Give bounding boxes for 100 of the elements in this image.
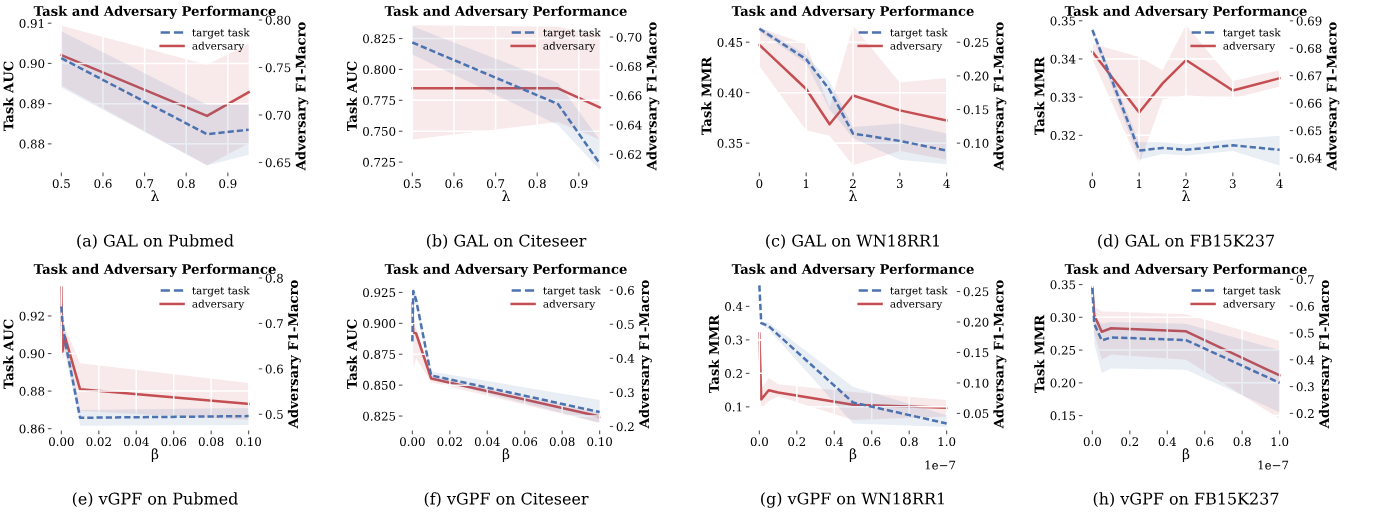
y-tick-label: 0.86 — [19, 424, 45, 434]
y2-tick-label: 0.68 — [616, 62, 642, 71]
y2-axis-title: Adversary F1-Macro — [1326, 22, 1340, 171]
y2-tick-label: 0.10 — [963, 138, 989, 148]
y-tick-label: 0.900 — [363, 319, 396, 329]
y-tick-label: 0.92 — [19, 311, 44, 321]
y2-tick-label: 0.66 — [1296, 98, 1322, 108]
legend-label: target task — [543, 28, 601, 39]
y2-tick-label: 0.6 — [265, 364, 283, 374]
y2-tick-label: 0.3 — [616, 388, 634, 398]
y2-tick-label: 0.15 — [963, 105, 989, 115]
y-axis-title: Task AUC — [346, 319, 357, 390]
x-tick-label: 0.7 — [135, 179, 154, 189]
line-series — [758, 43, 948, 126]
y-axis-title: Task MMR — [1034, 314, 1045, 394]
y2-tick-label: 0.6 — [1296, 301, 1314, 311]
y-tick-label: 0.875 — [363, 349, 396, 359]
text: (b) GAL on Citeseer — [426, 234, 587, 249]
y-tick-label: 0.32 — [1050, 131, 1075, 140]
y-tick-label: 0.825 — [363, 411, 396, 421]
x-tick-label: 0.4 — [825, 437, 844, 447]
y2-tick-label: 0.65 — [1296, 126, 1322, 136]
x-tick-label: 0.02 — [437, 437, 462, 447]
y2-tick-label: 0.3 — [1296, 382, 1314, 392]
y2-tick-label: 0.2 — [616, 422, 634, 432]
y2-axis-title: Adversary F1-Macro — [993, 280, 1007, 429]
legend-label: target task — [1223, 28, 1281, 39]
x-tick-label: 0.00 — [400, 437, 425, 447]
legend-label: target task — [1223, 286, 1281, 297]
x-tick-label: 0.5 — [403, 179, 421, 189]
x-tick-label: 0.8 — [900, 437, 918, 447]
y2-tick-label: 0.7 — [1296, 275, 1314, 284]
legend-label: adversary — [192, 41, 245, 52]
y2-tick-label: 0.15 — [963, 348, 989, 358]
chart-title: Task and Adversary Performance — [731, 5, 974, 19]
x-tick-label: 0.08 — [198, 437, 224, 447]
x-tick-label: 2 — [1183, 179, 1189, 188]
text: (g) vGPF on WN18RR1 — [761, 492, 944, 508]
x-tick-label: 0.06 — [161, 437, 187, 447]
y-axis-title: Task MMR — [708, 314, 719, 394]
x-tick-label: 3 — [1229, 179, 1236, 189]
x-tick-label: 0.02 — [86, 437, 111, 447]
y-tick-label: 0.825 — [363, 34, 396, 44]
y-tick-label: 0.15 — [1050, 411, 1076, 421]
y2-tick-label: 0.68 — [1296, 43, 1322, 53]
y2-tick-label: 0.75 — [265, 63, 291, 73]
x-axis-title: β — [1182, 448, 1190, 462]
legend-label: target task — [543, 286, 601, 297]
y2-tick-label: 0.5 — [616, 320, 634, 329]
y-axis-title: Task MMR — [701, 56, 712, 136]
y2-tick-label: 0.05 — [963, 409, 989, 419]
x-tick-label: 0.08 — [549, 437, 575, 447]
legend-label: adversary — [1223, 299, 1276, 310]
legend-label: target task — [890, 286, 948, 297]
chart-title: Task and Adversary Performance — [731, 263, 974, 277]
chart-title: Task and Adversary Performance — [384, 5, 627, 19]
y-axis-title: Task AUC — [3, 61, 14, 132]
text: (e) vGPF on Pubmed — [72, 492, 238, 507]
y2-tick-label: 0.6 — [616, 285, 634, 295]
y2-tick-label: 0.4 — [1296, 355, 1315, 365]
y2-tick-label: 0.4 — [616, 354, 635, 364]
x-tick-label: 0.9 — [219, 179, 237, 189]
text: (a) GAL on Pubmed — [77, 234, 234, 249]
y-tick-label: 0.88 — [19, 139, 45, 149]
y-tick-label: 0.1 — [725, 402, 742, 412]
chart-title: Task and Adversary Performance — [384, 263, 627, 277]
x-tick-label: 1.0 — [938, 437, 956, 447]
x-tick-label: 2 — [850, 179, 856, 188]
x-tick-label: 0.5 — [52, 179, 70, 189]
x-axis-title: λ — [1182, 190, 1191, 201]
x-tick-label: 0.9 — [570, 179, 588, 189]
x-tick-label: 0.04 — [474, 437, 500, 447]
x-tick-label: 0 — [756, 179, 763, 189]
y2-tick-label: 0.67 — [1296, 71, 1322, 81]
x-tick-label: 0.8 — [177, 179, 195, 189]
legend-label: target task — [192, 286, 250, 297]
x-tick-label: 0.2 — [788, 437, 806, 447]
x-tick-label: 0.6 — [1196, 437, 1214, 447]
y2-tick-label: 0.20 — [963, 71, 989, 81]
y2-tick-label: 0.64 — [1296, 153, 1322, 163]
x-tick-label: 0 — [1089, 179, 1096, 189]
x-tick-label: 0.0 — [750, 437, 768, 447]
legend-label: adversary — [192, 299, 245, 310]
legend-label: adversary — [890, 41, 943, 52]
x-tick-label: 1.0 — [1271, 437, 1289, 447]
y-tick-label: 0.850 — [363, 380, 396, 390]
y-tick-label: 0.33 — [1050, 92, 1076, 102]
y2-tick-label: 0.25 — [963, 287, 989, 297]
y2-axis-title: Adversary F1-Macro — [1318, 280, 1332, 429]
line-series — [758, 332, 948, 409]
x-tick-label: 4 — [943, 179, 950, 188]
y2-tick-label: 0.62 — [616, 149, 642, 159]
y2-axis-title: Adversary F1-Macro — [287, 280, 301, 429]
legend-label: adversary — [543, 299, 596, 310]
y-tick-label: 0.20 — [1050, 378, 1076, 388]
x-tick-label: 0.0 — [1083, 437, 1101, 447]
y-tick-label: 0.88 — [19, 386, 45, 396]
y2-tick-label: 0.66 — [616, 91, 642, 101]
x-tick-label: 0.04 — [123, 437, 149, 447]
chart-title: Task and Adversary Performance — [1064, 263, 1307, 277]
